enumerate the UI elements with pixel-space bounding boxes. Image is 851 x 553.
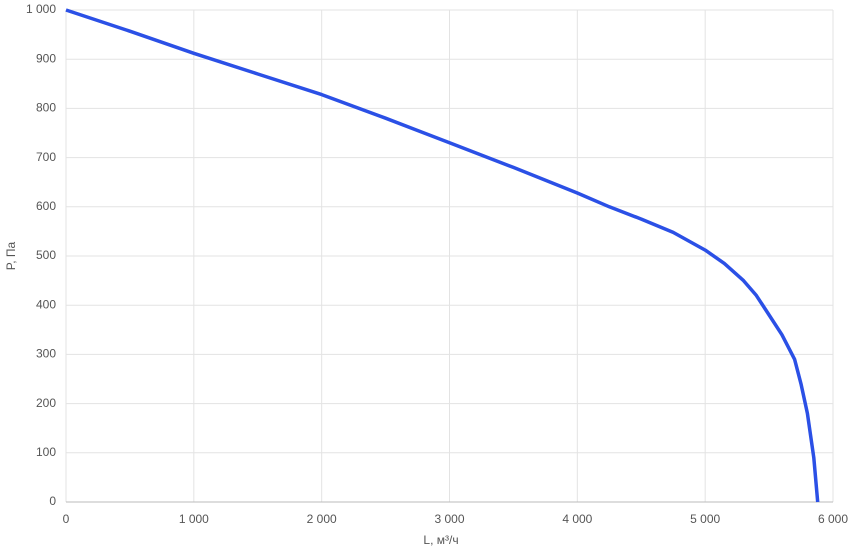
line-series	[65, 8, 820, 503]
y-tick-label: 900	[36, 51, 56, 65]
x-tick-label: 6 000	[818, 512, 848, 526]
y-tick-label: 200	[36, 396, 56, 410]
x-tick-label: 1 000	[179, 512, 209, 526]
y-tick-label: 300	[36, 347, 56, 361]
y-tick-label: 800	[36, 101, 56, 115]
x-tick-label: 2 000	[307, 512, 337, 526]
y-tick-label: 700	[36, 150, 56, 164]
y-axis-title: P, Па	[4, 241, 18, 270]
y-tick-label: 500	[36, 248, 56, 262]
y-tick-label: 0	[49, 494, 56, 508]
x-tick-label: 4 000	[562, 512, 592, 526]
x-tick-label: 0	[63, 512, 70, 526]
x-tick-label: 5 000	[690, 512, 720, 526]
x-axis-title: L, м³/ч	[423, 533, 458, 547]
y-tick-label: 400	[36, 297, 56, 311]
x-tick-label: 3 000	[434, 512, 464, 526]
y-tick-label: 1 000	[26, 2, 56, 16]
y-tick-label: 100	[36, 445, 56, 459]
y-tick-label: 600	[36, 199, 56, 213]
